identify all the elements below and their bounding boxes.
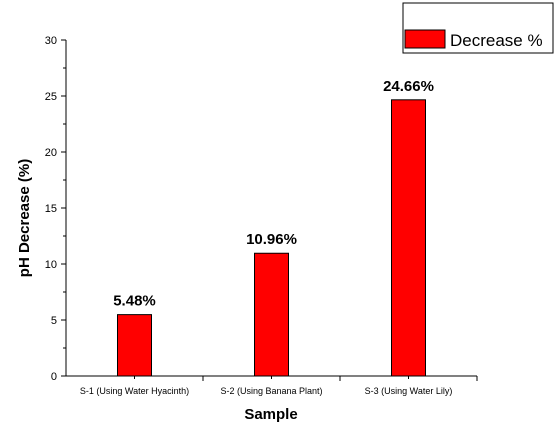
- x-axis-title: Sample: [244, 406, 297, 423]
- y-tick-label: 0: [51, 371, 57, 383]
- y-tick-label: 5: [51, 315, 57, 327]
- bar: [391, 99, 426, 377]
- bar: [254, 252, 289, 377]
- x-tick-label: S-3 (Using Water Lily): [365, 386, 453, 396]
- y-axis-title: pH Decrease (%): [16, 159, 33, 277]
- x-tick-label: S-1 (Using Water Hyacinth): [80, 386, 189, 396]
- legend-swatch: [404, 29, 446, 49]
- data-label: 24.66%: [383, 78, 434, 95]
- y-tick-label: 20: [45, 147, 57, 159]
- y-tick-label: 15: [45, 203, 57, 215]
- legend-label: Decrease %: [450, 31, 543, 50]
- data-label: 5.48%: [113, 293, 156, 310]
- y-tick-label: 30: [45, 35, 57, 47]
- y-axis-ticks: 0 5 10 15 20 25 30: [45, 35, 66, 383]
- y-tick-label: 10: [45, 259, 57, 271]
- data-label: 10.96%: [246, 231, 297, 248]
- x-tick-label: S-2 (Using Banana Plant): [220, 386, 322, 396]
- legend: Decrease %: [402, 2, 554, 54]
- bar: [117, 314, 152, 377]
- bars: [117, 99, 426, 377]
- y-tick-label: 25: [45, 91, 57, 103]
- data-labels: 5.48% 10.96% 24.66%: [113, 78, 434, 310]
- x-axis-ticks: S-1 (Using Water Hyacinth) S-2 (Using Ban…: [80, 376, 478, 396]
